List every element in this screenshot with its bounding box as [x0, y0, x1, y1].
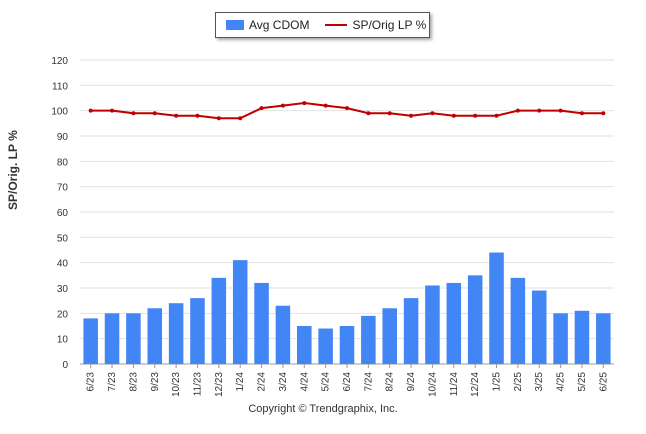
y-tick-label: 50 — [57, 233, 69, 244]
line-point — [323, 103, 328, 108]
bar — [553, 313, 568, 364]
x-tick-label: 6/24 — [342, 372, 353, 392]
y-tick-label: 110 — [52, 81, 68, 92]
line-point — [451, 113, 456, 118]
bar — [531, 290, 547, 364]
x-tick-label: 6/25 — [598, 372, 609, 392]
bar — [232, 260, 248, 364]
bar — [275, 305, 291, 364]
line-point — [366, 111, 371, 116]
bar — [297, 326, 312, 364]
line-point — [537, 108, 542, 113]
line-point — [216, 116, 221, 121]
legend-item-sp-orig: SP/Orig LP % — [309, 18, 426, 32]
bar — [403, 298, 419, 364]
y-tick-label: 60 — [57, 208, 69, 219]
y-tick-label: 30 — [57, 284, 69, 295]
bar — [190, 298, 205, 364]
x-tick-label: 4/25 — [556, 372, 567, 392]
line-point — [174, 113, 179, 118]
x-tick-label: 8/23 — [128, 372, 139, 392]
line-point — [152, 111, 157, 116]
x-tick-label: 5/25 — [577, 372, 588, 392]
bar — [168, 303, 184, 364]
x-tick-label: 11/24 — [449, 372, 460, 397]
line-point — [579, 111, 584, 116]
bar — [510, 277, 526, 364]
bar — [467, 275, 483, 364]
x-tick-label: 1/24 — [235, 372, 246, 392]
legend: Avg CDOM SP/Orig LP % — [215, 12, 430, 38]
line-point — [409, 113, 414, 118]
line-point — [494, 113, 499, 118]
bar — [147, 308, 163, 364]
x-tick-label: 8/24 — [385, 372, 396, 392]
line-point — [430, 111, 435, 116]
bar — [104, 313, 120, 364]
y-tick-label: 120 — [51, 56, 68, 67]
y-tick-label: 90 — [57, 132, 69, 143]
bar — [425, 285, 440, 364]
y-tick-label: 20 — [57, 309, 69, 320]
bar — [574, 310, 590, 364]
x-tick-label: 11/23 — [192, 372, 203, 397]
bar — [489, 252, 504, 364]
y-axis-title: SP/Orig. LP % — [6, 130, 20, 210]
line-point — [131, 111, 136, 116]
x-tick-label: 9/23 — [150, 372, 161, 392]
y-tick-label: 70 — [57, 183, 69, 194]
line-point — [259, 106, 264, 111]
legend-item-avg-cdom: Avg CDOM — [216, 18, 309, 32]
x-tick-label: 12/24 — [470, 372, 481, 397]
line-point — [473, 113, 478, 118]
x-tick-label: 9/24 — [406, 372, 417, 392]
bar — [83, 318, 98, 364]
bar — [339, 326, 355, 364]
x-tick-label: 4/24 — [299, 372, 310, 392]
bar — [211, 277, 227, 364]
line-point — [387, 111, 392, 116]
y-tick-label: 80 — [57, 157, 69, 168]
line-point — [110, 108, 115, 113]
x-tick-label: 3/24 — [278, 372, 289, 392]
bar — [596, 313, 611, 364]
bar — [126, 313, 141, 364]
x-tick-label: 12/23 — [214, 372, 225, 397]
x-tick-label: 10/23 — [171, 372, 182, 397]
x-tick-label: 2/24 — [257, 372, 268, 392]
line-swatch-icon — [325, 24, 348, 26]
x-tick-label: 7/24 — [363, 372, 374, 392]
y-tick-label: 0 — [62, 360, 68, 371]
x-tick-label: 2/25 — [513, 372, 524, 392]
line-point — [238, 116, 243, 121]
y-tick-label: 10 — [57, 335, 69, 346]
y-tick-label: 100 — [51, 107, 68, 118]
y-tick-label: 40 — [57, 259, 69, 270]
line-point — [302, 101, 307, 106]
x-tick-label: 6/23 — [86, 372, 97, 392]
bar-swatch-icon — [226, 20, 244, 30]
line-point — [195, 113, 200, 118]
bar — [446, 282, 462, 364]
line-point — [558, 108, 563, 113]
x-tick-label: 3/25 — [534, 372, 545, 392]
legend-label-sp-orig: SP/Orig LP % — [352, 18, 427, 32]
x-tick-label: 1/25 — [492, 372, 503, 392]
x-tick-label: 5/24 — [321, 372, 332, 392]
x-tick-label: 7/23 — [107, 372, 118, 392]
x-tick-label: 10/24 — [427, 372, 438, 397]
line-point — [280, 103, 285, 108]
line-point — [88, 108, 93, 113]
bar — [361, 315, 376, 364]
bar — [318, 328, 333, 364]
bar — [382, 308, 397, 364]
line-point — [345, 106, 349, 111]
legend-label-avg-cdom: Avg CDOM — [249, 18, 310, 32]
bar — [254, 282, 269, 364]
copyright-text: Copyright © Trendgraphix, Inc. — [248, 403, 398, 415]
line-point — [515, 108, 520, 113]
line-point — [601, 111, 606, 116]
